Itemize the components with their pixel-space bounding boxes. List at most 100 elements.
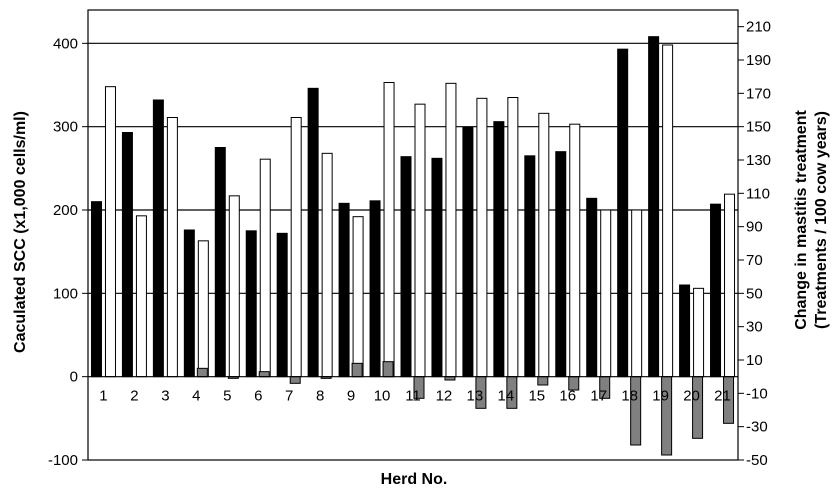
bar-white xyxy=(538,112,550,378)
x-tick-label: 19 xyxy=(652,388,669,405)
x-tick-label: 3 xyxy=(161,388,169,405)
bar-white xyxy=(197,240,209,378)
bar-white xyxy=(383,82,395,378)
bar-black xyxy=(214,147,226,378)
x-tick-label: 16 xyxy=(559,388,576,405)
y2-tick-label: 110 xyxy=(746,185,770,202)
right-axis-ticks: -50 -30 -10 10 30 50 70 90 110 130 150 170 190 210 xyxy=(738,19,771,469)
bar-black xyxy=(555,151,567,378)
x-tick-label: 8 xyxy=(316,388,324,405)
x-tick-label: 7 xyxy=(285,388,293,405)
y2-tick-label: -10 xyxy=(746,385,768,402)
x-tick-label: 11 xyxy=(405,388,421,405)
bar-white xyxy=(321,152,333,378)
bar-black xyxy=(462,127,474,378)
bar-black xyxy=(121,132,133,378)
bar-black xyxy=(369,200,381,378)
x-tick-label: 18 xyxy=(621,388,638,405)
bar-white xyxy=(693,287,705,378)
bar-gray xyxy=(382,361,394,378)
x-tick-label: 1 xyxy=(99,388,107,405)
bar-black xyxy=(400,156,412,378)
x-tick-label: 2 xyxy=(130,388,138,405)
gridlines xyxy=(88,42,738,294)
y2-tick-label: 150 xyxy=(746,119,771,136)
y2-tick-label: 190 xyxy=(746,52,771,69)
bar-black xyxy=(493,121,505,378)
bar-black xyxy=(338,202,350,378)
x-tick-label: 17 xyxy=(590,388,607,405)
bar-white xyxy=(414,103,426,378)
bar-black xyxy=(524,155,536,378)
bar-white xyxy=(600,209,612,378)
y-axis-title: Caculated SCC (x1,000 cells/ml) xyxy=(12,111,29,353)
bar-white xyxy=(166,117,178,378)
bars xyxy=(90,36,736,456)
y-tick-label: 0 xyxy=(70,369,78,386)
y2-tick-label: 70 xyxy=(746,252,763,269)
bar-black xyxy=(710,203,722,378)
bar-white xyxy=(259,158,271,378)
bar-black xyxy=(648,36,660,378)
bar-white xyxy=(631,209,643,378)
bar-gray xyxy=(258,371,270,378)
bar-white xyxy=(290,117,302,378)
y-tick-label: 200 xyxy=(53,202,78,219)
plot-frame xyxy=(87,9,739,461)
x-axis-title: Herd No. xyxy=(381,471,448,488)
y2-tick-label: 130 xyxy=(746,152,771,169)
bar-black xyxy=(90,201,102,378)
bar-black xyxy=(245,230,257,378)
x-tick-label: 5 xyxy=(223,388,231,405)
x-tick-label: 10 xyxy=(374,388,391,405)
y-tick-label: -100 xyxy=(48,452,78,469)
y-tick-label: 100 xyxy=(53,285,78,302)
y2-tick-label: 90 xyxy=(746,219,763,236)
bar-white xyxy=(476,97,488,378)
x-tick-label: 4 xyxy=(192,388,200,405)
bar-black xyxy=(617,48,629,378)
x-tick-label: 13 xyxy=(467,388,484,405)
y2-tick-label: 10 xyxy=(746,352,763,369)
bar-gray xyxy=(351,362,363,378)
bar-white xyxy=(662,44,674,378)
bar-black xyxy=(679,284,691,378)
x-tick-label: 14 xyxy=(498,388,515,405)
y-tick-label: 400 xyxy=(53,35,78,52)
bar-white xyxy=(352,216,364,378)
y-tick-label: 300 xyxy=(53,119,78,136)
bar-black xyxy=(276,232,288,378)
x-axis-ticks: 1 2 3 4 5 6 7 8 9 10 11 12 13 14 15 16 17 18 19 20 21 xyxy=(99,388,731,405)
y2-tick-label: 50 xyxy=(746,285,763,302)
left-axis-ticks: -100 0 100 200 300 400 xyxy=(48,35,88,469)
bar-white xyxy=(445,82,457,378)
x-tick-label: 15 xyxy=(528,388,545,405)
bar-black xyxy=(152,99,164,378)
bar-gray xyxy=(289,376,301,384)
y2-tick-label: 210 xyxy=(746,19,771,36)
bar-gray xyxy=(196,367,208,378)
bar-white xyxy=(507,97,519,378)
y2-axis-title-line1: Change in mastitis treatment xyxy=(793,110,810,330)
y2-tick-label: -50 xyxy=(746,452,768,469)
bar-black xyxy=(183,229,195,378)
bar-white xyxy=(724,193,736,378)
x-tick-label: 12 xyxy=(436,388,453,405)
bar-white xyxy=(135,215,147,378)
bar-white xyxy=(228,195,240,378)
bar-white xyxy=(104,86,116,378)
bar-gray xyxy=(692,376,704,439)
y2-tick-label: 30 xyxy=(746,319,763,336)
y2-tick-label: 170 xyxy=(746,85,771,102)
bar-gray xyxy=(537,376,549,386)
x-tick-label: 21 xyxy=(714,388,731,405)
bar-white xyxy=(569,123,581,378)
x-tick-label: 9 xyxy=(347,388,355,405)
y2-axis-title-line2: (Treatments / 100 cow years) xyxy=(813,111,830,329)
x-tick-label: 6 xyxy=(254,388,262,405)
bar-black xyxy=(431,157,443,378)
bar-black xyxy=(586,197,598,378)
y2-tick-label: -30 xyxy=(746,419,768,436)
bar-black xyxy=(307,87,319,378)
